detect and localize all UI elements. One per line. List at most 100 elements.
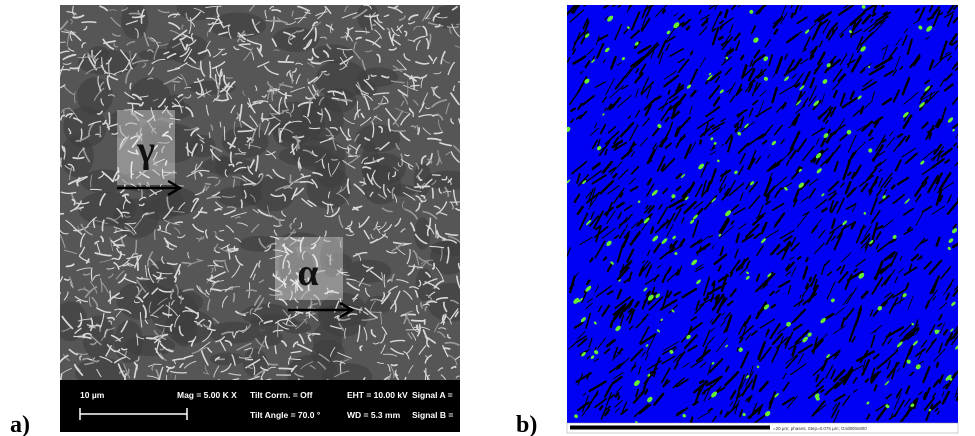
lamella bbox=[73, 157, 83, 158]
lamella bbox=[332, 159, 338, 160]
ebsd-map bbox=[567, 5, 958, 423]
lamella bbox=[51, 28, 61, 40]
lamella bbox=[175, 277, 176, 282]
lamella bbox=[155, 230, 156, 239]
dark-grain bbox=[167, 34, 209, 64]
lamella bbox=[231, 152, 232, 162]
lamella bbox=[210, 62, 211, 78]
black-streak bbox=[604, 257, 606, 259]
black-streak bbox=[866, 379, 868, 381]
lamella bbox=[280, 131, 281, 142]
lamella bbox=[247, 290, 257, 291]
black-streak bbox=[687, 27, 689, 29]
black-streak bbox=[821, 390, 824, 392]
lamella bbox=[279, 368, 293, 369]
lamella bbox=[279, 62, 294, 63]
black-streak bbox=[792, 14, 793, 17]
lamella bbox=[260, 47, 261, 52]
dark-grain bbox=[386, 184, 416, 196]
black-streak bbox=[710, 0, 719, 6]
lamella bbox=[61, 158, 62, 167]
alpha-label: α bbox=[297, 252, 318, 294]
ebsd-scale-bar bbox=[570, 426, 770, 430]
lamella bbox=[290, 175, 291, 182]
info-field: Mag = 5.00 K X bbox=[177, 390, 237, 400]
black-streak bbox=[705, 246, 706, 249]
black-streak bbox=[683, 0, 690, 5]
black-streak bbox=[937, 363, 938, 367]
lamella bbox=[112, 258, 117, 259]
lamella bbox=[137, 257, 138, 270]
black-streak bbox=[861, 107, 863, 113]
black-streak bbox=[691, 52, 693, 55]
lamella bbox=[130, 83, 131, 88]
lamella bbox=[322, 71, 326, 72]
info-field: Tilt Corrn. = Off bbox=[250, 390, 313, 400]
dark-grain bbox=[430, 240, 475, 256]
ebsd-scale-text: =20 µm; phases; Step=0.075 µm; Grid800x8… bbox=[773, 426, 867, 431]
black-streak bbox=[670, 245, 671, 248]
info-field: Signal B = bbox=[412, 410, 453, 420]
lamella bbox=[110, 291, 111, 303]
figure: γ α 10 µm Mag = 5.00 K X Tilt Corrn. = O… bbox=[0, 0, 975, 436]
black-streak bbox=[700, 141, 701, 144]
black-streak bbox=[713, 282, 715, 285]
black-streak bbox=[618, 396, 619, 399]
lamella bbox=[286, 93, 287, 98]
info-field: Signal A = bbox=[412, 390, 453, 400]
black-streak bbox=[957, 388, 967, 394]
black-streak bbox=[892, 186, 894, 189]
black-streak bbox=[663, 10, 665, 13]
lamella bbox=[432, 188, 433, 198]
lamella bbox=[65, 279, 70, 280]
dark-grain bbox=[258, 330, 283, 346]
scale-bar-label: 10 µm bbox=[80, 390, 105, 400]
black-streak bbox=[721, 411, 722, 414]
lamella bbox=[444, 348, 450, 349]
info-bar bbox=[60, 380, 460, 432]
panel-label: b) bbox=[516, 412, 537, 436]
black-streak bbox=[810, 278, 811, 281]
info-field: Tilt Angle = 70.0 ° bbox=[250, 410, 321, 420]
black-streak bbox=[587, 281, 589, 284]
lamella bbox=[224, 127, 225, 140]
info-field: WD = 5.3 mm bbox=[347, 410, 401, 420]
black-streak bbox=[647, 293, 648, 296]
lamella bbox=[280, 219, 281, 225]
lamella bbox=[121, 212, 129, 213]
black-streak bbox=[957, 397, 958, 400]
gamma-label: γ bbox=[136, 129, 155, 171]
black-streak bbox=[669, 91, 670, 94]
dark-grain bbox=[210, 353, 245, 366]
info-field: EHT = 10.00 kV bbox=[347, 390, 408, 400]
black-streak bbox=[666, 220, 667, 224]
lamella bbox=[327, 205, 328, 214]
lamella bbox=[241, 200, 242, 207]
lamella bbox=[244, 184, 253, 185]
black-streak bbox=[958, 138, 963, 147]
lamella bbox=[325, 74, 329, 75]
black-streak bbox=[706, 19, 707, 23]
lamella bbox=[315, 28, 316, 41]
lamella bbox=[205, 184, 210, 185]
lamella bbox=[309, 128, 319, 129]
lamella bbox=[238, 130, 252, 131]
lamella bbox=[173, 106, 180, 107]
lamella bbox=[233, 294, 234, 302]
black-streak bbox=[700, 381, 703, 383]
lamella bbox=[109, 113, 110, 124]
lamella bbox=[432, 175, 440, 176]
lamella bbox=[415, 186, 430, 187]
lamella bbox=[186, 45, 187, 49]
lamella bbox=[70, 68, 79, 69]
dark-grain bbox=[278, 145, 333, 166]
black-streak bbox=[719, 37, 722, 39]
lamella bbox=[226, 78, 232, 79]
lamella bbox=[84, 274, 90, 275]
lamella bbox=[100, 126, 101, 137]
lamella bbox=[142, 279, 150, 280]
lamella bbox=[338, 100, 352, 101]
black-streak bbox=[691, 418, 692, 423]
lamella bbox=[182, 263, 191, 264]
black-streak bbox=[651, 228, 653, 233]
